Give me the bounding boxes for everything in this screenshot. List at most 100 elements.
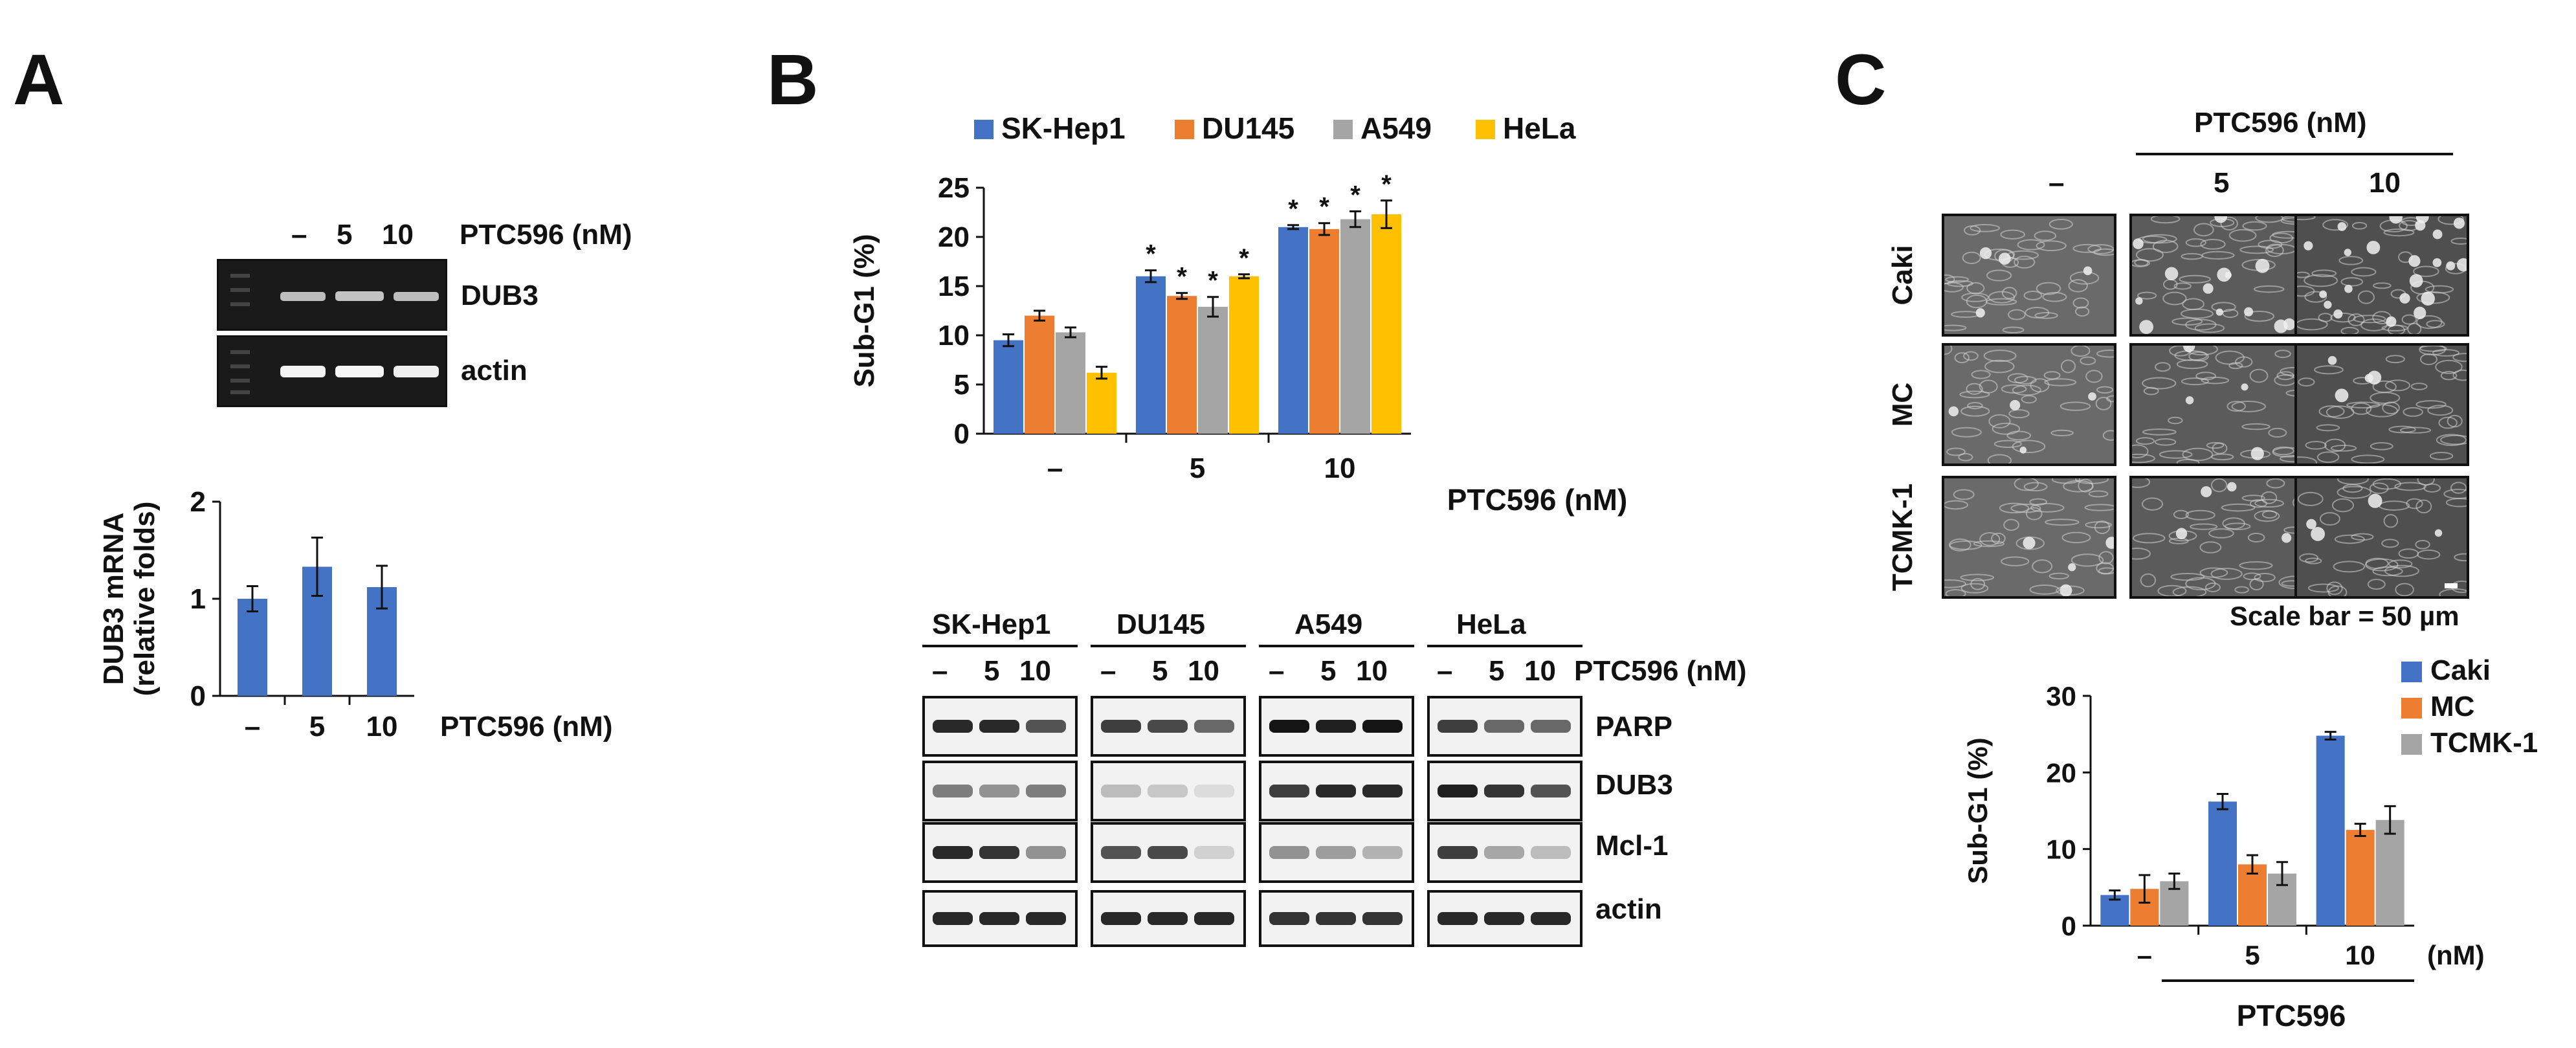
y-axis-label: DUB3 mRNA [98, 513, 129, 685]
cell-shape [2133, 533, 2166, 544]
cell-shape [2378, 500, 2410, 511]
cell-shape [2002, 326, 2025, 333]
legend-swatch [2401, 662, 2422, 682]
cell-shape [2330, 445, 2357, 452]
group-underline [922, 645, 1078, 647]
rounded-cell [2344, 249, 2351, 256]
cell-shape [1945, 589, 1966, 596]
cell-shape [2049, 572, 2069, 580]
cell-shape [2168, 416, 2183, 425]
x-tick-label: 5 [2245, 940, 2260, 970]
cell-shape [1945, 276, 1970, 283]
cell-shape [2102, 430, 2114, 441]
micrograph-row-label: MC [1887, 382, 1918, 427]
cell-shape [2334, 534, 2365, 544]
cell-shape [2001, 287, 2017, 300]
blot-band [1269, 912, 1309, 925]
bar [1371, 214, 1401, 434]
blot-panel [1259, 822, 1414, 883]
cell-shape [2140, 573, 2157, 588]
bar [1229, 276, 1259, 434]
blot-dose: – [932, 655, 948, 687]
cell-shape [2381, 539, 2399, 548]
cell-shape [2008, 309, 2026, 320]
cell-shape [2032, 559, 2053, 574]
cell-shape [1964, 225, 1981, 236]
cell-shape [2419, 346, 2446, 356]
cell-shape [2399, 427, 2432, 434]
cell-shape [2135, 248, 2164, 262]
cell-shape [1988, 414, 2011, 429]
blot-band [979, 720, 1019, 733]
cell-shape [2105, 395, 2114, 403]
cell-shape [2239, 561, 2273, 570]
cell-shape [2012, 440, 2046, 453]
bar [238, 599, 267, 696]
micrograph-tile [2129, 343, 2304, 466]
cell-shape [2221, 503, 2256, 512]
cell-shape [2190, 523, 2218, 530]
cell-shape [2000, 229, 2025, 240]
rounded-cell [2023, 537, 2036, 550]
legend-swatch [974, 120, 994, 139]
rounded-cell [2133, 238, 2144, 249]
cell-shape [2239, 245, 2274, 254]
cell-shape [2014, 256, 2036, 269]
cell-shape [2088, 490, 2109, 498]
cell-shape [2228, 362, 2243, 370]
rounded-cell [2432, 258, 2442, 267]
cell-shape [2417, 549, 2441, 560]
bar [1136, 276, 1166, 434]
blot-panel [922, 822, 1078, 883]
cell-shape [2182, 447, 2214, 462]
gel-dose-label: 10 [382, 219, 414, 251]
cell-shape [2383, 228, 2415, 237]
blot-panel [922, 696, 1078, 757]
cell-shape [2226, 401, 2246, 412]
group-underline [1259, 645, 1414, 647]
cell-shape [2297, 216, 2316, 221]
cell-shape [2454, 553, 2467, 562]
cell-shape [2023, 290, 2043, 300]
blot-protein-label: DUB3 [1595, 769, 1673, 801]
cell-shape [1944, 282, 1964, 293]
rounded-cell [2344, 284, 2353, 293]
cell-shape [2254, 572, 2276, 583]
bar [1087, 372, 1116, 434]
cell-shape [2171, 317, 2203, 326]
blot-band [1484, 785, 1524, 797]
blot-band [1269, 785, 1309, 797]
cell-shape [2242, 221, 2267, 231]
cell-shape [2370, 392, 2401, 405]
gel-dose-label: 5 [337, 219, 353, 251]
blot-band [1484, 846, 1524, 859]
cell-shape [1960, 574, 1995, 581]
blot-band [979, 846, 1019, 859]
cell-shape [2150, 216, 2181, 224]
blot-band [1438, 912, 1478, 925]
rounded-cell [2456, 258, 2467, 272]
blot-band [1269, 846, 1309, 859]
y-tick-label: 2 [190, 486, 206, 518]
rounded-cell [2386, 316, 2397, 327]
cell-shape [2394, 482, 2426, 491]
y-tick-label: 25 [938, 172, 970, 204]
cell-shape [2316, 424, 2340, 432]
cell-shape [2036, 282, 2061, 295]
micrograph-dose: – [2049, 167, 2065, 199]
blot-panel [1427, 696, 1582, 757]
cell-shape [1946, 447, 1966, 456]
cell-shape [2199, 541, 2222, 553]
blot-band [1148, 846, 1188, 859]
blot-dose: – [1269, 655, 1285, 687]
rounded-cell [1999, 252, 2011, 265]
rounded-cell [2368, 493, 2382, 508]
cell-shape [1959, 390, 1990, 399]
cell-shape [2403, 407, 2423, 417]
cell-shape [1971, 370, 1991, 379]
cell-shape [2185, 577, 2216, 590]
cell-shape [2211, 302, 2236, 313]
cell-shape [2155, 362, 2171, 372]
blot-panel [922, 890, 1078, 947]
cell-shape [1944, 324, 1967, 331]
